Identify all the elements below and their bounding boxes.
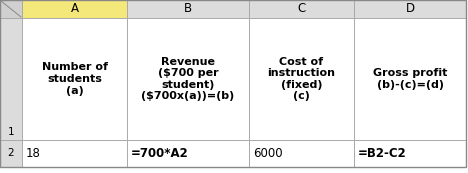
Text: B: B	[184, 2, 192, 16]
Bar	[127, 18, 249, 140]
Text: Number of
students
(a): Number of students (a)	[42, 62, 108, 96]
Text: D: D	[405, 2, 415, 16]
Bar	[22, 140, 127, 167]
Text: 2: 2	[7, 148, 15, 158]
Text: A: A	[71, 2, 79, 16]
Text: Gross profit
(b)-(c)=(d): Gross profit (b)-(c)=(d)	[373, 68, 447, 90]
Bar	[127, 140, 249, 167]
Text: 6000: 6000	[253, 147, 283, 160]
Bar	[249, 140, 354, 167]
Text: Revenue
($700 per
student)
($700x(a))=(b): Revenue ($700 per student) ($700x(a))=(b…	[141, 57, 234, 101]
Text: C: C	[297, 2, 306, 16]
Bar	[0, 0, 22, 18]
Bar	[127, 0, 249, 18]
Bar	[249, 0, 354, 18]
Text: 1: 1	[7, 127, 15, 137]
Bar	[0, 140, 22, 167]
Bar	[249, 18, 354, 140]
Text: =700*A2: =700*A2	[131, 147, 189, 160]
Text: Cost of
instruction
(fixed)
(c): Cost of instruction (fixed) (c)	[268, 57, 336, 101]
Bar	[0, 18, 22, 140]
Bar	[354, 0, 466, 18]
Text: =B2-C2: =B2-C2	[358, 147, 407, 160]
Bar	[354, 140, 466, 167]
Text: 18: 18	[26, 147, 41, 160]
Bar	[22, 0, 127, 18]
Bar	[22, 18, 127, 140]
Bar	[354, 18, 466, 140]
